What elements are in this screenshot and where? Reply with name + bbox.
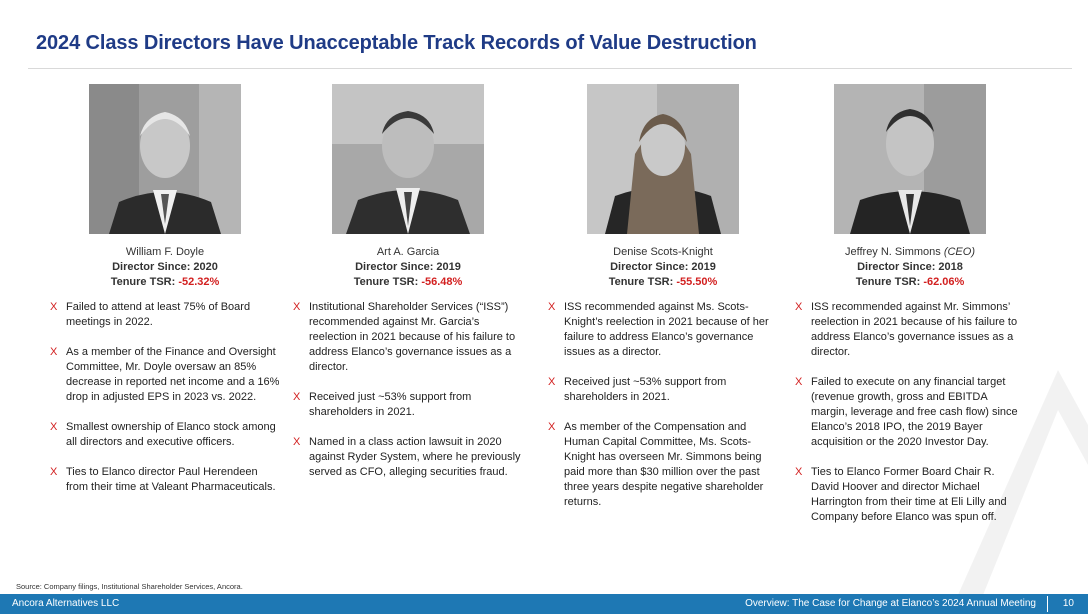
director-since: Director Since: 2020 — [112, 261, 218, 273]
director-name: Denise Scots-Knight — [613, 246, 713, 258]
list-item: X Institutional Shareholder Services (“IS… — [293, 301, 516, 373]
tenure-tsr: Tenure TSR: -62.06% — [855, 276, 965, 288]
bullet-list: X Failed to attend at least 75% of Board … — [50, 300, 280, 495]
tsr-value: -55.50% — [676, 276, 718, 288]
x-mark-icon: X — [548, 421, 556, 433]
x-mark-icon: X — [50, 466, 58, 478]
page-title: 2024 Class Directors Have Unacceptable T… — [36, 32, 757, 54]
tenure-tsr: Tenure TSR: -55.50% — [608, 276, 718, 288]
bullet-list: X Institutional Shareholder Services (“IS… — [293, 300, 523, 480]
x-mark-icon: X — [795, 301, 803, 313]
x-mark-icon: X — [50, 301, 58, 313]
page-number: 10 — [1062, 598, 1074, 609]
list-item: X Received just ~53% support from shareho… — [293, 391, 472, 418]
tsr-value: -62.06% — [923, 276, 965, 288]
director-since: Director Since: 2018 — [857, 261, 963, 273]
director-column-scots-knight: Denise Scots-Knight Director Since: 2019… — [548, 84, 778, 525]
tsr-value: -52.32% — [178, 276, 220, 288]
x-mark-icon: X — [50, 421, 58, 433]
list-item: X Smallest ownership of Elanco stock amon… — [50, 421, 276, 448]
tenure-tsr: Tenure TSR: -56.48% — [353, 276, 463, 288]
footer-bar: Ancora Alternatives LLC Overview: The Ca… — [0, 594, 1088, 614]
ancora-logo-watermark-icon — [958, 370, 1088, 595]
title-divider — [28, 68, 1072, 69]
x-mark-icon: X — [293, 391, 301, 403]
x-mark-icon: X — [795, 376, 803, 388]
list-item: X As member of the Compensation and Human… — [548, 421, 764, 508]
list-item: X Named in a class action lawsuit in 2020… — [293, 436, 521, 478]
director-photo-scots-knight — [587, 84, 739, 234]
bullet-list: X ISS recommended against Mr. Simmons’ re… — [795, 300, 1025, 525]
list-item: X ISS recommended against Mr. Simmons’ re… — [795, 301, 1018, 358]
director-since: Director Since: 2019 — [355, 261, 461, 273]
source-note: Source: Company filings, Institutional S… — [16, 582, 243, 591]
bullet-list: X ISS recommended against Ms. Scots-Knigh… — [548, 300, 778, 510]
list-item: X Ties to Elanco director Paul Herendeen … — [50, 466, 276, 493]
director-photo-garcia — [332, 84, 484, 234]
director-since: Director Since: 2019 — [610, 261, 716, 273]
x-mark-icon: X — [548, 301, 556, 313]
x-mark-icon: X — [293, 301, 301, 313]
list-item: X As a member of the Finance and Oversigh… — [50, 346, 280, 403]
director-column-doyle: William F. Doyle Director Since: 2020 Te… — [50, 84, 280, 510]
director-photo-doyle — [89, 84, 241, 234]
director-column-garcia: Art A. Garcia Director Since: 2019 Tenur… — [293, 84, 523, 495]
list-item: X ISS recommended against Ms. Scots-Knigh… — [548, 301, 769, 358]
x-mark-icon: X — [795, 466, 803, 478]
list-item: X Failed to execute on any financial targ… — [795, 376, 1018, 448]
footer-company: Ancora Alternatives LLC — [12, 598, 120, 609]
director-name: William F. Doyle — [125, 246, 205, 258]
footer-section: Overview: The Case for Change at Elanco’… — [745, 598, 1036, 609]
director-column-simmons: Jeffrey N. Simmons (CEO) Director Since:… — [795, 84, 1025, 540]
list-item: X Failed to attend at least 75% of Board … — [50, 301, 251, 328]
footer-divider — [1047, 596, 1048, 612]
director-name: Art A. Garcia — [376, 246, 440, 258]
x-mark-icon: X — [293, 436, 301, 448]
list-item: X Received just ~53% support from shareho… — [548, 376, 727, 403]
tenure-tsr: Tenure TSR: -52.32% — [110, 276, 220, 288]
tsr-value: -56.48% — [421, 276, 463, 288]
list-item: X Ties to Elanco Former Board Chair R. Da… — [795, 466, 1007, 523]
director-photo-simmons — [834, 84, 986, 234]
x-mark-icon: X — [548, 376, 556, 388]
x-mark-icon: X — [50, 346, 58, 358]
director-name: Jeffrey N. Simmons (CEO) — [845, 246, 975, 258]
